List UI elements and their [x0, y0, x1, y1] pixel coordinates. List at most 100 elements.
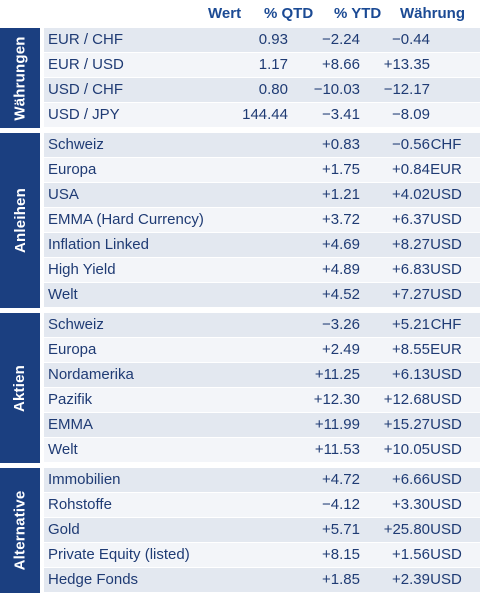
row-ytd: +5.21 [392, 316, 430, 333]
group-label-text: Aktien [11, 364, 29, 412]
row-name: Private Equity (listed) [48, 546, 190, 563]
group-label: Währungen [0, 28, 40, 128]
row-currency: USD [430, 571, 462, 588]
row-currency: USD [430, 261, 462, 278]
group-label-text: Alternative [11, 490, 29, 571]
row-ytd: +8.55 [392, 341, 430, 358]
row-ytd: +13.35 [383, 56, 430, 73]
table-row: Inflation Linked +4.69 +8.27 USD [44, 233, 480, 258]
row-currency: CHF [430, 136, 462, 153]
row-currency [416, 53, 476, 77]
row-ytd: −0.44 [392, 31, 430, 48]
group-label: Anleihen [0, 133, 40, 308]
group-label: Alternative [0, 468, 40, 593]
header-qtd: % QTD [264, 5, 314, 22]
row-name: Gold [48, 521, 80, 538]
row-name: Europa [48, 341, 97, 358]
row-name: Immobilien [48, 471, 121, 488]
group-label-text: Anleihen [11, 188, 29, 253]
row-qtd: +12.30 [313, 391, 360, 408]
row-wert: 0.93 [258, 31, 288, 48]
row-ytd: +6.37 [392, 211, 430, 228]
group-0: Währungen EUR / CHF 0.93 −2.24 −0.44 EUR / US… [0, 28, 480, 128]
row-qtd: +4.69 [322, 236, 360, 253]
row-currency: EUR [430, 161, 462, 178]
row-qtd: +4.52 [322, 286, 360, 303]
row-qtd: +11.53 [314, 441, 360, 458]
row-ytd: −8.09 [392, 106, 430, 123]
group-rows: Schweiz +0.83 −0.56 CHF Europa +1.75 +0.84 EUR U… [44, 133, 480, 308]
row-name: Schweiz [48, 136, 104, 153]
row-wert: 1.17 [258, 56, 288, 73]
group-rows: Schweiz −3.26 +5.21 CHF Europa +2.49 +8.55 EUR N… [44, 313, 480, 463]
row-ytd: +3.30 [392, 496, 430, 513]
header-ytd: % YTD [334, 5, 382, 22]
group-rows: Immobilien +4.72 +6.66 USD Rohstoffe −4.12 +3.… [44, 468, 480, 593]
row-qtd: +1.21 [322, 186, 360, 203]
table-row: Private Equity (listed) +8.15 +1.56 USD [44, 543, 480, 568]
group-rows: EUR / CHF 0.93 −2.24 −0.44 EUR / USD 1.17 +8.6… [44, 28, 480, 128]
row-ytd: −12.17 [383, 81, 430, 98]
row-name: Schweiz [48, 316, 104, 333]
row-ytd: +8.27 [392, 236, 430, 253]
row-name: USD / CHF [48, 81, 123, 98]
row-qtd: +11.99 [314, 416, 360, 433]
table-row: Nordamerika +11.25 +6.13 USD [44, 363, 480, 388]
row-currency: USD [430, 441, 462, 458]
table-row: USD / JPY 144.44 −3.41 −8.09 [44, 103, 480, 128]
table-row: USD / CHF 0.80 −10.03 −12.17 [44, 78, 480, 103]
row-name: EUR / CHF [48, 31, 123, 48]
table-row: High Yield +4.89 +6.83 USD [44, 258, 480, 283]
row-qtd: −10.03 [313, 81, 360, 98]
row-currency: USD [430, 546, 462, 563]
row-currency: USD [430, 416, 462, 433]
row-qtd: +8.66 [322, 56, 360, 73]
row-qtd: +4.72 [322, 471, 360, 488]
table-header: Wert % QTD % YTD Währung [0, 0, 480, 28]
table-row: EUR / USD 1.17 +8.66 +13.35 [44, 53, 480, 78]
row-ytd: +6.66 [392, 471, 430, 488]
row-name: Inflation Linked [48, 236, 149, 253]
row-qtd: +1.75 [322, 161, 360, 178]
row-name: Welt [48, 441, 78, 458]
table-row: EMMA +11.99 +15.27 USD [44, 413, 480, 438]
row-ytd: +15.27 [383, 416, 430, 433]
row-ytd: +1.56 [392, 546, 430, 563]
row-name: USD / JPY [48, 106, 120, 123]
row-name: High Yield [48, 261, 116, 278]
row-name: Hedge Fonds [48, 571, 139, 588]
row-qtd: +0.83 [322, 136, 360, 153]
table-row: USA +1.21 +4.02 USD [44, 183, 480, 208]
header-wert: Wert [208, 5, 242, 22]
row-name: Welt [48, 286, 78, 303]
row-ytd: +7.27 [392, 286, 430, 303]
row-ytd: +10.05 [383, 441, 430, 458]
row-qtd: −4.12 [322, 496, 360, 513]
row-ytd: +0.84 [392, 161, 430, 178]
row-qtd: +5.71 [322, 521, 360, 538]
row-qtd: −3.26 [322, 316, 360, 333]
table-row: Welt +11.53 +10.05 USD [44, 438, 480, 463]
header-currency: Währung [400, 5, 465, 22]
row-qtd: −3.41 [322, 106, 360, 123]
table-row: EMMA (Hard Currency) +3.72 +6.37 USD [44, 208, 480, 233]
row-ytd: +6.13 [392, 366, 430, 383]
row-name: EMMA (Hard Currency) [48, 211, 204, 228]
row-name: USA [48, 186, 79, 203]
group-label-text: Währungen [11, 35, 29, 121]
row-name: EUR / USD [48, 56, 124, 73]
row-currency: USD [430, 186, 462, 203]
table-row: Schweiz +0.83 −0.56 CHF [44, 133, 480, 158]
group-1: Anleihen Schweiz +0.83 −0.56 CHF Europa +1.75 +… [0, 133, 480, 308]
table-row: Europa +2.49 +8.55 EUR [44, 338, 480, 363]
row-currency [416, 78, 476, 102]
group-label: Aktien [0, 313, 40, 463]
table-row: EUR / CHF 0.93 −2.24 −0.44 [44, 28, 480, 53]
row-currency: CHF [430, 316, 462, 333]
row-ytd: +25.80 [383, 521, 430, 538]
row-ytd: +6.83 [392, 261, 430, 278]
group-3: Alternative Immobilien +4.72 +6.66 USD Rohsto… [0, 468, 480, 593]
row-wert: 0.80 [258, 81, 288, 98]
row-qtd: −2.24 [322, 31, 360, 48]
